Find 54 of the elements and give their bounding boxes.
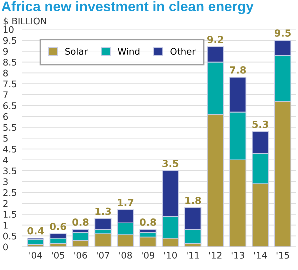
y-tick-label: 2.5: [4, 189, 16, 196]
y-tick-label: 5.5: [4, 124, 16, 132]
y-tick-label: 8.5: [4, 59, 16, 66]
legend-label: Solar: [66, 48, 88, 56]
total-label: 9.2: [208, 36, 224, 44]
y-tick-label: 6.5: [4, 102, 16, 110]
total-label: 1.8: [186, 196, 202, 204]
x-tick-label: '07: [97, 252, 110, 259]
total-label: 9.5: [274, 30, 291, 37]
total-label: 1.3: [96, 208, 112, 216]
chart-title: Africa new investment in clean energy: [2, 1, 254, 14]
total-label: 3.5: [162, 160, 179, 168]
x-tick-label: '06: [74, 252, 88, 259]
x-tick-label: '05: [52, 252, 64, 259]
y-tick-label: 9.5: [3, 37, 16, 44]
x-tick-label: '14: [254, 252, 268, 259]
total-label: 0.8: [140, 218, 156, 226]
x-tick-label: '13: [232, 252, 244, 259]
total-label: 7.8: [230, 66, 246, 74]
total-label: 0.6: [50, 223, 66, 230]
x-tick-label: '15: [276, 252, 290, 259]
total-label: 1.7: [118, 199, 134, 206]
y-tick-label: 0: [4, 244, 8, 251]
x-tick-label: '04: [30, 252, 42, 259]
y-tick-label: 10: [4, 26, 14, 34]
y-tick-label: 2: [4, 200, 8, 208]
total-label: 0.4: [28, 227, 44, 235]
total-label: 5.3: [252, 120, 268, 128]
legend-label: Wind: [118, 48, 140, 56]
y-tick-label: 0.5: [4, 232, 16, 240]
y-tick-label: 3: [4, 178, 8, 186]
y-axis-title: $ BILLION: [4, 18, 46, 26]
y-tick-label: 1: [4, 222, 8, 229]
x-tick-label: '10: [164, 252, 178, 259]
y-tick-label: 4: [3, 156, 8, 164]
bar: [140, 229, 157, 234]
x-tick-label: '12: [209, 252, 222, 259]
x-tick-label: '09: [142, 252, 155, 259]
y-tick-label: 3.5: [4, 168, 16, 175]
y-tick-label: 1.5: [4, 211, 16, 218]
y-tick-label: 5: [4, 135, 8, 142]
bar: [94, 218, 112, 230]
y-tick-label: 7.5: [4, 80, 16, 88]
y-tick-label: 4.5: [3, 146, 16, 153]
bar: [94, 234, 112, 248]
y-tick-label: 6: [4, 113, 8, 120]
total-label: 0.8: [72, 218, 89, 226]
legend-label: Other: [170, 48, 196, 56]
y-tick-label: 9: [3, 48, 8, 55]
y-tick-label: 7: [4, 92, 8, 98]
x-tick-label: '08: [120, 252, 132, 259]
bar: [140, 236, 157, 248]
x-tick-label: '11: [187, 252, 200, 259]
y-tick-label: 8: [4, 70, 8, 77]
